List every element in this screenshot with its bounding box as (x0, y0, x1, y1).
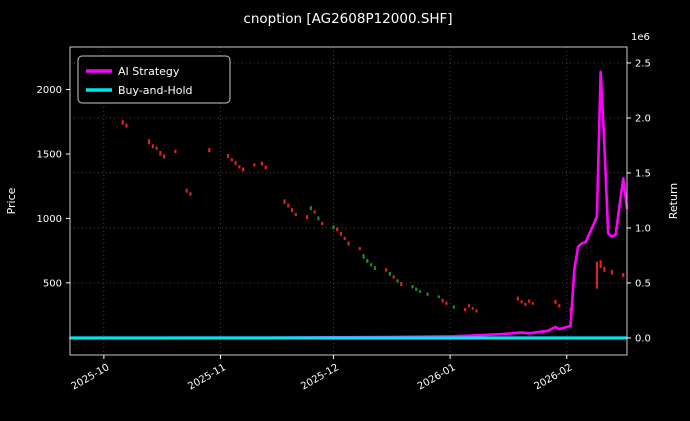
chart-title: cnoption [AG2608P12000.SHF] (243, 11, 452, 27)
return-tick-label: 0.5 (635, 278, 651, 289)
series-layer (68, 70, 629, 340)
return-tick-label: 1.5 (635, 168, 651, 179)
return-tick-label: 0.0 (635, 333, 651, 344)
price-axis-label: Price (5, 187, 18, 214)
price-marks-layer (121, 120, 625, 313)
price-tick-label: 1500 (37, 149, 62, 160)
return-tick-label: 2.0 (635, 113, 651, 124)
legend-box (77, 55, 231, 104)
legend-buy-and-hold-label: Buy-and-Hold (118, 84, 193, 97)
ai-strategy-line (68, 70, 629, 340)
return-tick-label: 1.0 (635, 223, 651, 234)
price-tick-label: 500 (43, 278, 62, 289)
return-axis-label: Return (667, 183, 680, 220)
price-tick-label: 1000 (37, 214, 62, 225)
legend-ai-strategy-label: AI Strategy (118, 65, 180, 78)
return-axis-multiplier: 1e6 (631, 32, 650, 43)
plot-border (69, 46, 628, 356)
axes-layer (66, 46, 631, 359)
legend: AI Strategy Buy-and-Hold (77, 55, 231, 104)
return-tick-label: 2.5 (635, 58, 651, 69)
price-tick-label: 2000 (37, 85, 62, 96)
